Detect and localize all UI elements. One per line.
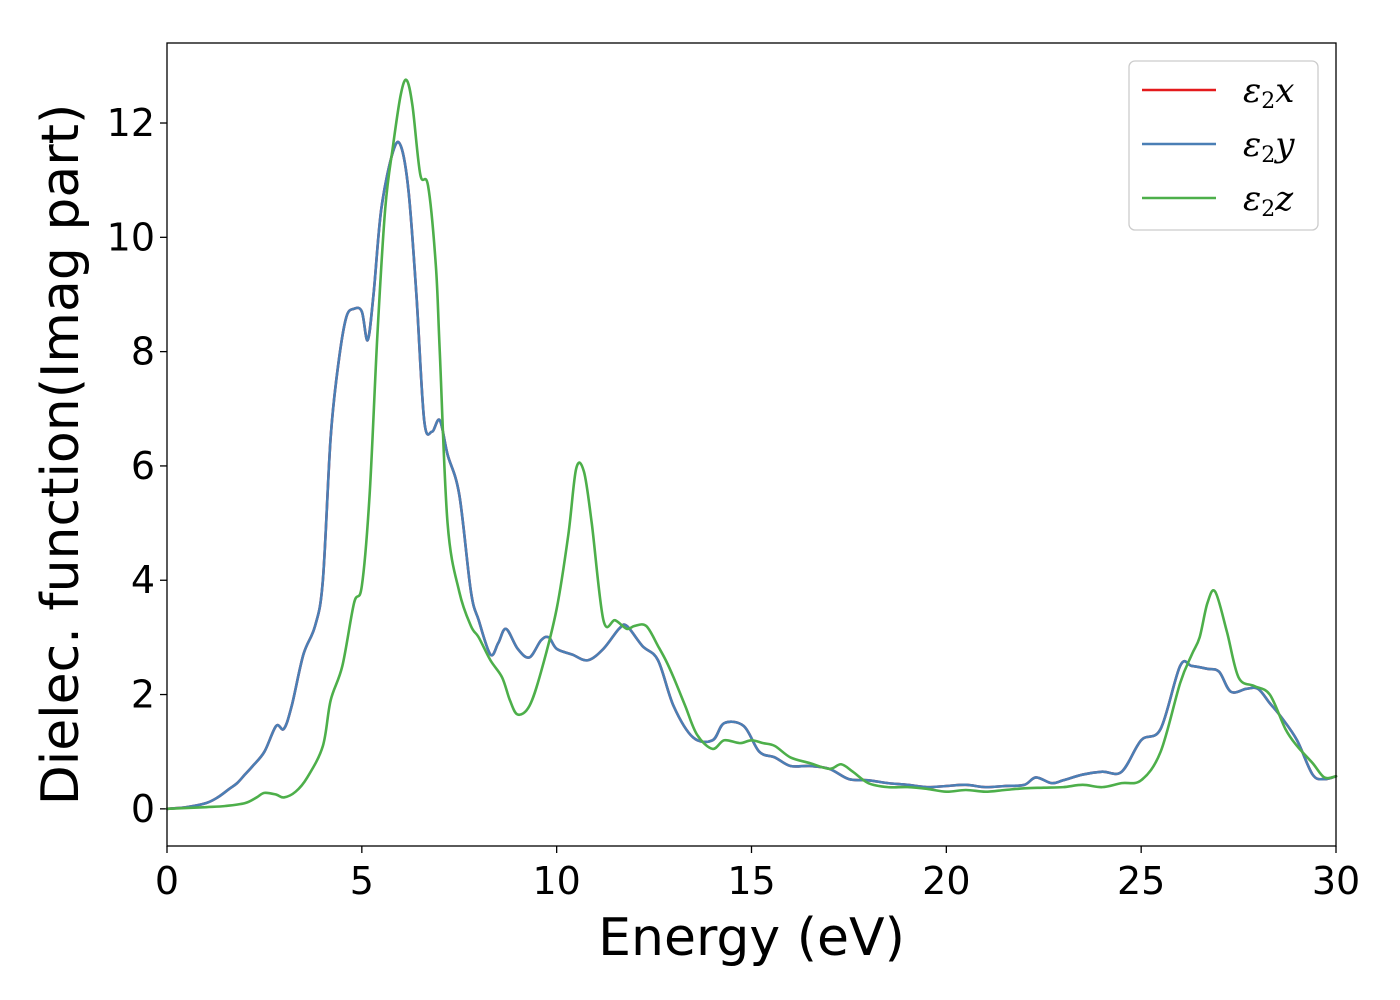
legend-label-x: ε2x [1243, 71, 1294, 114]
y-tick-label: 12 [107, 101, 155, 145]
x-tick-label: 25 [1117, 859, 1165, 903]
y-tick-label: 4 [131, 558, 155, 602]
y-tick-label: 0 [131, 787, 155, 831]
legend: ε2x ε2y ε2z [1128, 60, 1319, 231]
y-tick-label: 8 [131, 330, 155, 374]
plot-area-frame [166, 42, 1337, 847]
y-axis-label: Dielec. function(Imag part) [31, 104, 91, 806]
y-tick-label: 2 [131, 673, 155, 717]
x-tick-label: 30 [1312, 859, 1360, 903]
series-line-x [165, 140, 1338, 811]
x-tick-label: 5 [350, 859, 374, 903]
series-line-y [165, 140, 1338, 811]
x-tick-label: 15 [727, 859, 775, 903]
x-tick-label: 0 [155, 859, 179, 903]
x-tick-label: 20 [922, 859, 970, 903]
plot-series [165, 78, 1338, 811]
x-axis-ticks: 0 5 10 15 20 25 30 [155, 846, 1360, 903]
legend-label-y: ε2y [1243, 125, 1295, 168]
legend-label-z: ε2z [1243, 179, 1294, 222]
series-line-z [165, 78, 1338, 811]
x-axis-label: Energy (eV) [598, 908, 905, 968]
y-axis-ticks: 0 2 4 6 8 10 12 [107, 101, 167, 831]
legend-box [1128, 60, 1319, 231]
y-tick-label: 6 [131, 444, 155, 488]
y-tick-label: 10 [107, 215, 155, 259]
x-tick-label: 10 [532, 859, 580, 903]
